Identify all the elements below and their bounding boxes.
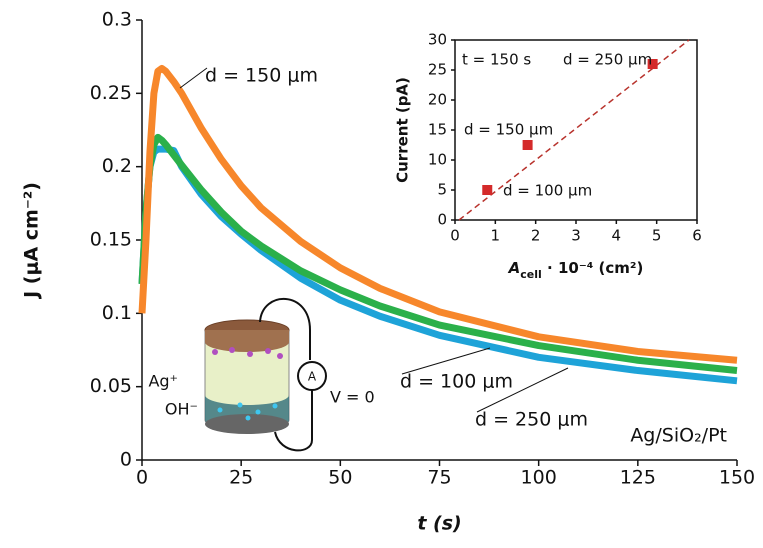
x-tick-label: 50 [328, 467, 352, 489]
y-tick-label: 5 [437, 181, 447, 199]
data-point [647, 59, 658, 69]
point-label: d = 100 μm [503, 182, 592, 200]
x-tick-label: 100 [521, 467, 557, 489]
point-label: d = 250 μm [563, 51, 652, 69]
x-tick-label: 4 [612, 227, 622, 245]
x-tick-label: 0 [136, 467, 148, 489]
y-tick-label: 30 [428, 31, 447, 49]
data-line [138, 133, 738, 375]
x-tick-label: 2 [531, 227, 541, 245]
x-tick-label: 6 [692, 227, 702, 245]
x-axis-label-part: · 10⁻⁴ (cm²) [542, 259, 644, 277]
annotation: OH⁻ [165, 400, 198, 419]
y-axis-label: J (μA cm⁻²) [21, 182, 43, 300]
x-tick-label: 25 [229, 467, 253, 489]
annotation: Ag/SiO₂/Pt [630, 425, 727, 447]
x-tick-label: 5 [652, 227, 662, 245]
x-axis-label-part: cell [520, 268, 542, 281]
y-tick-label: 0.2 [102, 155, 132, 177]
y-tick-label: 0.15 [90, 229, 132, 251]
plot-frame [454, 39, 698, 221]
series-label: d = 150 μm [205, 65, 318, 87]
point-label: d = 150 μm [464, 121, 553, 139]
series-label: d = 100 μm [400, 371, 513, 393]
cell-diagram [204, 297, 327, 452]
y-tick-label: 0.1 [102, 302, 132, 324]
annotation: Ag⁺ [148, 372, 178, 391]
data-line [138, 64, 738, 364]
y-tick-label: 15 [428, 121, 447, 139]
data-point [482, 185, 493, 195]
y-tick-label: 0 [120, 449, 132, 471]
y-tick-label: 0.25 [90, 82, 132, 104]
y-tick-label: 0.3 [102, 9, 132, 31]
y-tick-label: 0 [437, 211, 447, 229]
annotation: V = 0 [330, 388, 375, 407]
x-axis-label: t (s) [417, 513, 461, 535]
y-tick-label: 0.05 [90, 375, 132, 397]
series-label: d = 250 μm [475, 409, 588, 431]
y-tick-label: 25 [428, 61, 447, 79]
x-tick-label: 0 [450, 227, 460, 245]
x-tick-label: 150 [719, 467, 755, 489]
inset: 0 1 2 3 4 5 6 0 5 10 15 20 25 30 d = 100 μm d = 150 μm d… [394, 31, 702, 281]
leader-line [179, 67, 208, 89]
annotation: A [308, 370, 317, 384]
y-axis-label: Current (pA) [394, 77, 412, 183]
y-tick-label: 20 [428, 91, 447, 109]
leader-line [476, 367, 569, 413]
main-plot: 0 25 50 75 100 125 15000.050.10.150.20.250.3d … [21, 9, 756, 535]
x-tick-label: 125 [620, 467, 656, 489]
data-point [522, 140, 533, 150]
annotation: t = 150 s [462, 51, 531, 69]
x-tick-label: 75 [427, 467, 451, 489]
x-axis-label-part: A [508, 259, 521, 277]
x-tick-label: 3 [571, 227, 581, 245]
y-tick-label: 10 [428, 151, 447, 169]
leader-line [401, 347, 491, 375]
x-axis-label: Acell · 10⁻⁴ (cm²) [508, 259, 644, 281]
x-tick-label: 1 [491, 227, 501, 245]
fit-line [458, 39, 690, 221]
